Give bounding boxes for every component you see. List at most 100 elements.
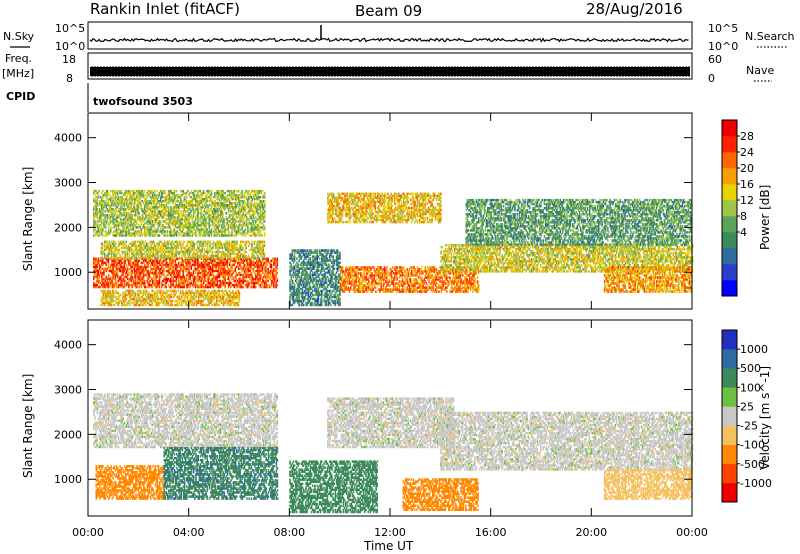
data-cell-0-12 [94, 285, 96, 289]
data-cell-0-1499 [264, 267, 266, 271]
data-cell-0-2491 [96, 230, 98, 233]
data-cell-0-1702 [118, 242, 121, 246]
data-cell-0-2903 [128, 218, 130, 221]
data-cell-0-2005 [175, 240, 177, 244]
data-cell-0-2408 [256, 240, 259, 244]
data-cell-0-2274 [229, 252, 232, 256]
data-cell-0-899 [197, 283, 199, 287]
data-cell-0-2869 [125, 220, 128, 223]
data-cell-0-446 [142, 259, 145, 263]
data-cell-0-1720 [123, 242, 125, 246]
data-cell-0-561 [156, 263, 159, 267]
data-cell-0-1160 [223, 261, 225, 265]
data-cell-0-2943 [130, 204, 132, 207]
data-cell-0-454 [144, 263, 146, 267]
data-cell-0-139 [108, 283, 111, 287]
data-cell-0-612 [163, 267, 165, 271]
data-cell-0-1 [93, 283, 95, 287]
data-cell-0-2312 [236, 254, 239, 258]
data-cell-0-102 [103, 261, 105, 265]
data-cell-0-2863 [124, 189, 127, 193]
nsky-tick-bottom: 10^0 [55, 40, 85, 53]
data-cell-0-442 [142, 269, 145, 273]
data-cell-0-3084 [141, 220, 144, 223]
data-cell-0-1039 [211, 285, 214, 289]
data-cell-0-2441 [262, 240, 265, 244]
data-cell-0-2287 [232, 246, 234, 250]
data-cell-0-1860 [150, 254, 152, 258]
data-cell-0-347 [133, 281, 136, 285]
data-cell-0-1510 [265, 267, 267, 271]
data-cell-0-581 [158, 267, 161, 271]
data-cell-0-2371 [251, 256, 253, 260]
data-cell-0-2218 [219, 256, 222, 260]
data-cell-0-942 [201, 275, 204, 279]
data-cell-0-638 [166, 265, 169, 269]
data-cell-0-1240 [233, 269, 236, 273]
data-cell-0-3023 [136, 194, 138, 197]
data-cell-0-564 [157, 283, 160, 287]
data-cell-0-2147 [204, 256, 207, 260]
data-cell-0-937 [200, 261, 203, 265]
data-cell-0-1451 [258, 265, 260, 269]
data-cell-0-2711 [114, 224, 117, 227]
data-cell-0-769 [181, 257, 183, 261]
data-cell-0-2612 [105, 200, 108, 203]
data-cell-0-192 [114, 271, 117, 275]
data-cell-0-2930 [129, 189, 131, 193]
data-cell-0-1903 [157, 242, 159, 246]
data-cell-0-1053 [213, 283, 215, 287]
data-cell-0-1313 [242, 265, 245, 269]
data-cell-0-2118 [199, 250, 201, 254]
data-cell-0-1268 [236, 261, 239, 265]
data-cell-0-1203 [228, 281, 231, 285]
data-cell-0-273 [123, 269, 126, 273]
data-cell-0-2373 [251, 252, 253, 256]
data-cell-0-1325 [244, 283, 247, 287]
data-cell-0-1389 [251, 277, 254, 281]
data-cell-0-1011 [208, 267, 211, 271]
data-cell-0-2348 [243, 252, 245, 256]
data-cell-0-86 [102, 277, 104, 281]
data-cell-0-1380 [250, 271, 253, 275]
data-cell-0-1950 [166, 246, 168, 250]
data-cell-0-2019 [178, 250, 181, 254]
data-cell-0-924 [199, 271, 202, 275]
data-cell-0-2956 [131, 210, 134, 213]
data-cell-0-1310 [242, 275, 245, 279]
data-cell-0-836 [189, 281, 191, 285]
data-cell-0-2538 [99, 228, 102, 231]
data-cell-0-914 [198, 275, 200, 279]
data-cell-0-2115 [198, 240, 200, 244]
data-cell-0-1354 [247, 265, 249, 269]
data-cell-0-3447 [168, 194, 171, 197]
data-cell-0-2625 [106, 204, 109, 207]
data-cell-0-199 [115, 283, 118, 287]
data-cell-0-1317 [243, 279, 246, 283]
data-cell-0-1018 [209, 281, 212, 285]
data-cell-0-2445 [263, 244, 266, 248]
data-cell-0-2512 [97, 220, 100, 223]
data-cell-0-2270 [228, 242, 231, 246]
data-cell-0-99 [103, 271, 105, 275]
data-cell-0-2779 [119, 210, 121, 213]
data-cell-0-562 [156, 261, 159, 265]
data-cell-0-2998 [134, 234, 137, 237]
data-cell-0-4756 [332, 192, 335, 196]
data-cell-0-2335 [239, 240, 242, 244]
data-cell-0-2372 [251, 254, 253, 258]
data-cell-0-1202 [228, 283, 231, 287]
data-cell-0-225 [117, 261, 120, 265]
data-cell-0-3129 [145, 222, 147, 225]
data-cell-0-2361 [245, 240, 248, 244]
data-cell-0-2396 [255, 252, 258, 256]
data-cell-0-1647 [108, 248, 111, 252]
data-cell-0-729 [176, 257, 179, 261]
data-cell-0-743 [179, 283, 181, 287]
data-cell-0-2327 [238, 246, 241, 250]
data-cell-0-1328 [244, 273, 247, 277]
data-cell-0-485 [148, 281, 151, 285]
data-cell-0-2195 [215, 250, 217, 254]
data-cell-0-787 [183, 277, 186, 281]
data-cell-0-2581 [103, 224, 105, 227]
